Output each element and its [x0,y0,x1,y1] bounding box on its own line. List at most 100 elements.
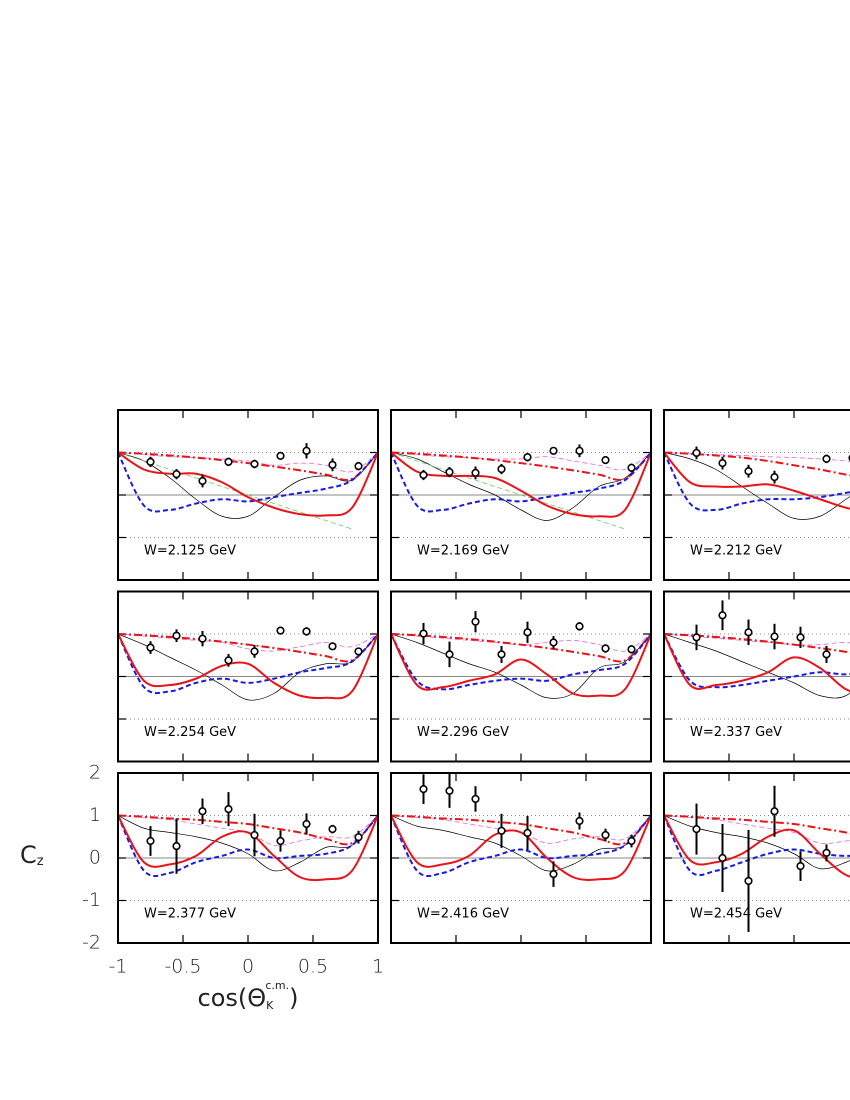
data-point [549,870,558,879]
data-point [276,626,285,635]
curve [664,815,850,877]
curve [664,814,850,835]
annotation: W=2.212 GeV [690,544,782,559]
curve [664,452,850,512]
curves [664,451,850,520]
curve [664,633,850,693]
curves [118,633,378,701]
curve [664,451,850,477]
data-point [692,633,701,642]
curve [118,451,378,481]
annotation: W=2.169 GeV [417,544,509,559]
data-point [198,476,207,486]
annotation: W=2.377 GeV [144,907,236,922]
panel-frame [663,409,850,581]
data-point [354,647,363,656]
data-point [822,454,831,463]
data-point [471,617,480,626]
data-point [692,824,701,834]
data-point [198,634,207,643]
curves [391,451,651,530]
data-point [770,807,779,816]
data-point [523,453,532,462]
data-point [302,446,311,455]
data-point [172,470,181,479]
curve [664,633,850,699]
annotation: W=2.125 GeV [144,544,236,559]
data-point [718,611,727,620]
panel: W=2.296 GeV [390,590,652,763]
annotation: W=2.254 GeV [144,725,236,740]
data-point [328,642,337,651]
data-point [172,841,181,851]
y-tick-label: 0 [89,847,101,869]
data-point [224,805,233,814]
panel-frame [390,772,652,944]
x-tick-label: -0.5 [164,956,201,978]
data-point [601,830,610,840]
data-point [523,628,532,637]
curves [391,814,651,881]
data-point [549,638,558,647]
curve [664,815,850,844]
panel: W=2.212 GeV [663,409,850,581]
data-point [328,824,337,834]
x-tick-label: -1 [109,956,128,978]
data-point [419,470,428,480]
data-point [770,632,779,641]
y-tick-label: -2 [82,932,101,954]
data-point [445,467,454,477]
data-point [627,645,636,654]
curve [391,815,651,872]
curve [391,633,651,663]
curve [118,814,378,877]
x-tick-label: 0.5 [298,956,328,978]
data-point [250,830,259,840]
panel: W=2.416 GeV [390,772,652,944]
curve [391,815,651,881]
curve [391,815,651,844]
curve [664,633,850,654]
y-tick-label: 1 [89,804,101,826]
curve [664,815,850,870]
data-point [328,460,337,469]
curve [118,814,378,846]
data-point [250,647,259,656]
curve [118,815,378,872]
annotation: W=2.454 GeV [690,907,782,922]
curve [391,451,651,481]
data-point [471,468,480,478]
data-point [354,833,363,842]
data-point [718,853,727,863]
data-point [224,656,233,665]
panel-frame [663,772,850,944]
data-point [302,819,311,829]
curve [118,815,378,846]
curve [391,451,651,513]
curves [118,814,378,882]
data-point [796,633,805,642]
data-point [146,836,155,846]
data-point [419,629,428,638]
y-axis-label: Cz [20,841,44,869]
data-point [692,448,701,458]
curve [118,452,353,530]
curve [664,814,850,878]
data-point [250,459,259,469]
panel: W=2.454 GeV [663,772,850,944]
curve [391,633,651,698]
data-point [497,826,506,835]
data-point [822,650,831,659]
annotation: W=2.337 GeV [690,725,782,740]
data-point [575,816,584,826]
data-point [276,451,285,461]
data-point [471,794,480,804]
data-point [172,631,181,640]
data-point [146,643,155,652]
data-point [224,457,233,466]
data-point [744,876,753,886]
data-point [770,473,779,482]
y-label-sub: z [37,854,44,869]
